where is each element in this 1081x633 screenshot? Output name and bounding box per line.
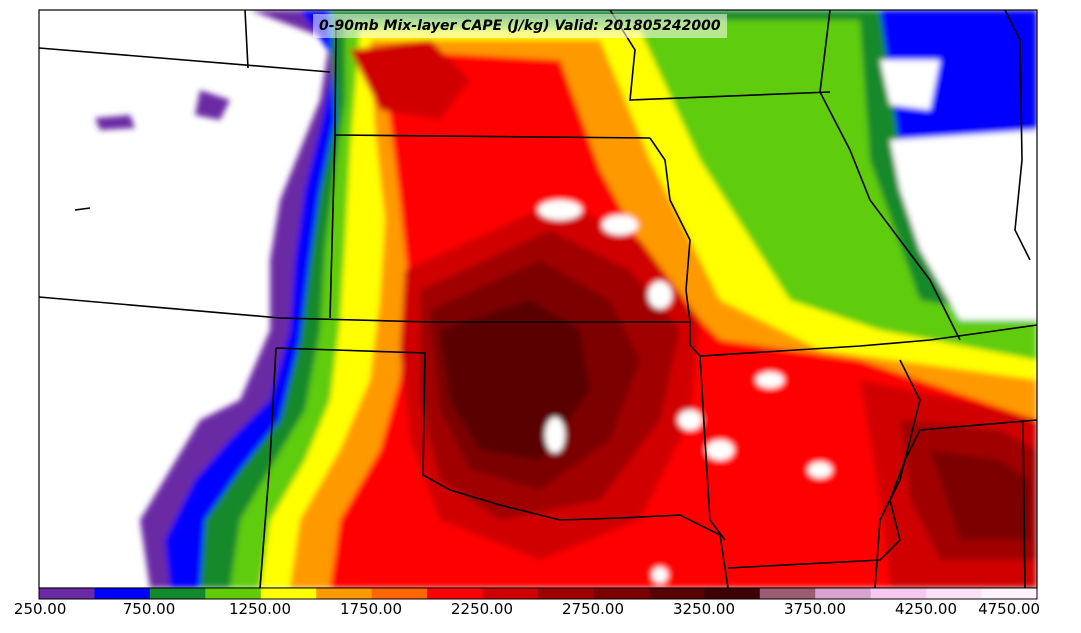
colorbar-swatch: [593, 588, 650, 599]
cape-field: [95, 10, 1037, 588]
colorbar-tick-label: 3250.00: [672, 600, 736, 618]
colorbar-swatch: [371, 588, 428, 599]
colorbar-swatch: [427, 588, 484, 599]
colorbar-tick-label: 4250.00: [894, 600, 958, 618]
colorbar-swatch: [759, 588, 816, 599]
colorbar-swatch: [482, 588, 539, 599]
colorbar-swatch: [870, 588, 927, 599]
colorbar-tick-label: 4750.00: [978, 600, 1041, 618]
colorbar-swatch: [926, 588, 983, 599]
colorbar-swatch: [149, 588, 206, 599]
colorbar-tick-label: 2250.00: [450, 600, 514, 618]
colorbar-swatch: [260, 588, 317, 599]
colorbar-swatch: [981, 588, 1038, 599]
colorbar-swatch: [205, 588, 262, 599]
state-borders: [39, 10, 1037, 588]
colorbar-tick-label: 1750.00: [339, 600, 403, 618]
colorbar-swatch: [538, 588, 595, 599]
colorbar-frame: [38, 587, 1038, 600]
map-title: 0-90mb Mix-layer CAPE (J/kg) Valid: 2018…: [313, 14, 727, 38]
colorbar-swatch: [94, 588, 151, 599]
colorbar-tick-label: 1250.00: [228, 600, 292, 618]
colorbar-tick-label: 750.00: [122, 600, 176, 618]
colorbar-tick-label: 250.00: [13, 600, 67, 618]
colorbar-swatch: [316, 588, 373, 599]
colorbar-swatch: [704, 588, 761, 599]
colorbar-swatch: [648, 588, 705, 599]
colorbar-swatch: [815, 588, 872, 599]
colorbar: [39, 588, 1038, 599]
colorbar-swatch: [39, 588, 96, 599]
colorbar-tick-label: 2750.00: [561, 600, 625, 618]
colorbar-tick-label: 3750.00: [783, 600, 847, 618]
